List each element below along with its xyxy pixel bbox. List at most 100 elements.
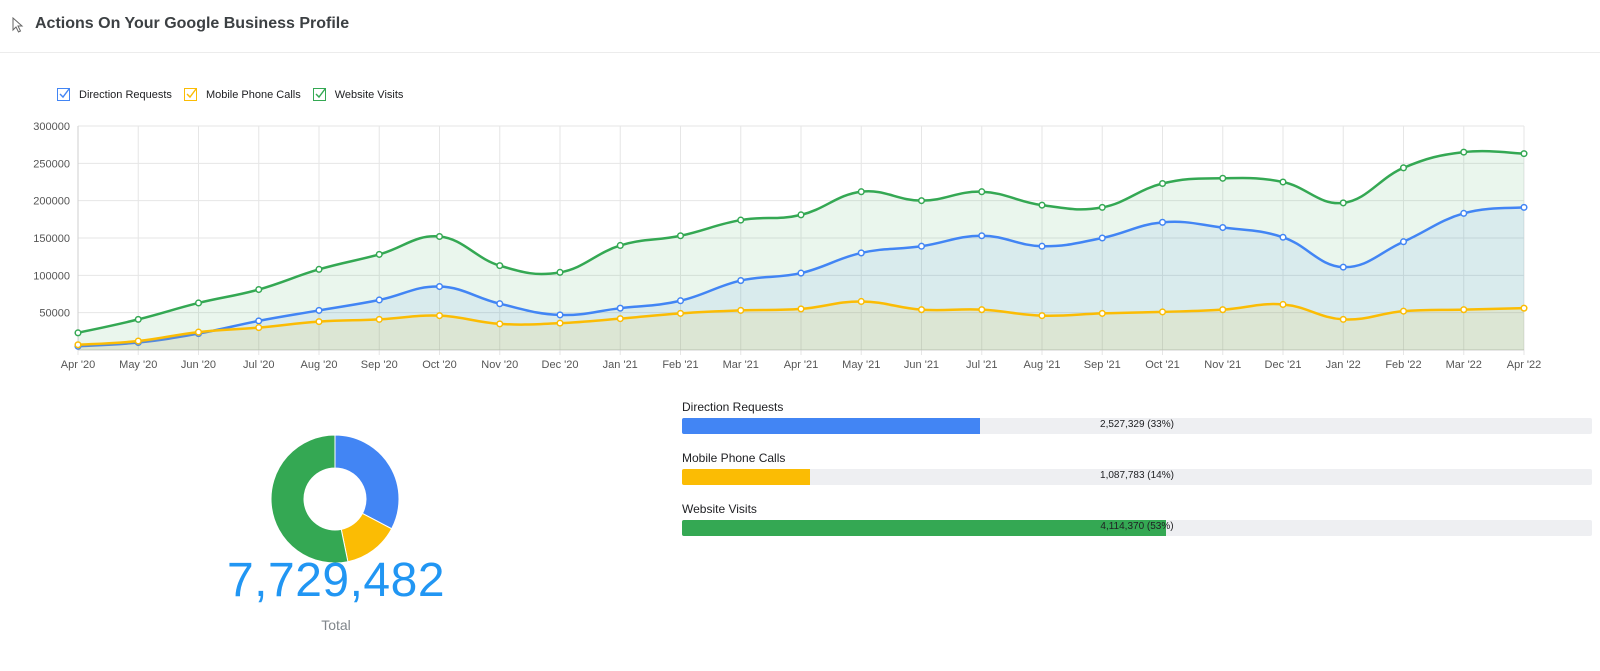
data-point-website-visits — [134, 315, 142, 323]
data-point-direction-requests — [1098, 234, 1106, 242]
x-tick-label: Mar '22 — [1446, 359, 1482, 371]
page-header: Actions On Your Google Business Profile — [0, 0, 1600, 53]
checkbox-checked-icon[interactable] — [183, 88, 197, 101]
data-point-direction-requests — [1460, 209, 1468, 217]
data-point-mobile-phone-calls — [435, 312, 444, 320]
data-point-mobile-phone-calls — [496, 320, 504, 328]
data-point-mobile-phone-calls — [1399, 307, 1408, 315]
data-point-website-visits — [978, 188, 986, 196]
data-point-direction-requests — [556, 311, 564, 319]
bar-label: Mobile Phone Calls — [682, 451, 786, 465]
data-point-website-visits — [1038, 201, 1046, 209]
data-point-mobile-phone-calls — [1098, 309, 1106, 317]
y-tick-label: 50000 — [39, 308, 70, 320]
data-point-website-visits — [1520, 150, 1528, 158]
x-tick-label: Jun '21 — [904, 359, 939, 371]
data-point-direction-requests — [1219, 223, 1227, 232]
data-point-website-visits — [737, 216, 745, 224]
legend-item-website-visits[interactable]: Website Visits — [312, 88, 404, 101]
data-point-website-visits — [676, 232, 685, 240]
bar-website-visits: Website Visits 4,114,370 (53%) — [682, 502, 1592, 553]
donut-slice-website-visits — [270, 434, 349, 564]
x-tick-label: Jul '21 — [966, 359, 997, 371]
data-point-mobile-phone-calls — [375, 315, 383, 323]
data-point-website-visits — [1219, 174, 1227, 182]
x-tick-label: Jul '20 — [243, 359, 274, 371]
data-point-direction-requests — [857, 249, 865, 257]
y-tick-label: 150000 — [33, 233, 70, 245]
data-point-website-visits — [857, 188, 865, 196]
data-point-website-visits — [315, 265, 323, 273]
data-point-mobile-phone-calls — [315, 318, 323, 326]
y-tick-label: 250000 — [33, 158, 70, 170]
x-tick-label: Feb '22 — [1385, 359, 1421, 371]
bar-mobile-phone-calls: Mobile Phone Calls 1,087,783 (14%) — [682, 451, 1592, 502]
data-point-direction-requests — [1520, 203, 1528, 211]
x-tick-label: Dec '20 — [542, 359, 579, 371]
total-value: 7,729,482 — [226, 554, 446, 607]
data-point-mobile-phone-calls — [676, 309, 685, 317]
data-point-mobile-phone-calls — [1520, 304, 1528, 312]
bar-direction-requests: Direction Requests 2,527,329 (33%) — [682, 400, 1592, 451]
legend-label: Direction Requests — [79, 88, 172, 101]
data-point-mobile-phone-calls — [857, 297, 865, 306]
x-tick-label: May '21 — [842, 359, 880, 371]
bar-label: Direction Requests — [682, 400, 784, 414]
data-point-mobile-phone-calls — [1158, 308, 1167, 316]
bar-value: 2,527,329 (33%) — [1100, 419, 1174, 430]
bar-fill — [682, 469, 811, 485]
data-point-direction-requests — [1279, 233, 1287, 241]
x-tick-label: Apr '20 — [61, 359, 96, 371]
data-point-website-visits — [1098, 203, 1106, 211]
x-tick-label: Dec '21 — [1265, 359, 1302, 371]
data-point-direction-requests — [797, 269, 805, 277]
data-point-mobile-phone-calls — [1339, 315, 1347, 323]
data-point-mobile-phone-calls — [797, 305, 805, 313]
bar-value: 1,087,783 (14%) — [1100, 470, 1174, 481]
data-point-website-visits — [797, 211, 805, 219]
data-point-direction-requests — [1158, 218, 1167, 226]
data-point-direction-requests — [917, 242, 926, 250]
legend-item-direction-requests[interactable]: Direction Requests — [57, 88, 172, 101]
x-tick-label: Aug '20 — [301, 359, 338, 371]
data-point-website-visits — [1460, 148, 1468, 156]
x-tick-label: Apr '21 — [784, 359, 819, 371]
data-point-mobile-phone-calls — [978, 306, 986, 314]
data-point-direction-requests — [435, 282, 444, 291]
donut-slice-direction-requests — [334, 434, 400, 530]
data-point-direction-requests — [1038, 242, 1046, 250]
data-point-website-visits — [1399, 164, 1408, 172]
data-point-website-visits — [255, 285, 263, 294]
x-tick-label: Oct '20 — [422, 359, 457, 371]
legend-label: Website Visits — [334, 88, 404, 101]
data-point-direction-requests — [496, 300, 504, 308]
data-point-website-visits — [616, 241, 624, 250]
data-point-mobile-phone-calls — [616, 315, 624, 323]
x-tick-label: Sep '21 — [1084, 359, 1121, 371]
breakdown-bars: Direction Requests 2,527,329 (33%) Mobil… — [682, 400, 1592, 553]
legend-label: Mobile Phone Calls — [205, 88, 301, 101]
data-point-mobile-phone-calls — [74, 341, 82, 349]
data-point-website-visits — [194, 299, 203, 307]
legend-item-mobile-phone-calls[interactable]: Mobile Phone Calls — [183, 88, 301, 101]
data-point-direction-requests — [616, 304, 624, 312]
data-point-website-visits — [375, 250, 383, 258]
checkbox-checked-icon[interactable] — [312, 88, 326, 101]
bar-fill — [682, 520, 1167, 536]
x-tick-label: Jan '22 — [1326, 359, 1361, 371]
x-tick-label: Apr '22 — [1507, 359, 1542, 371]
checkbox-checked-icon[interactable] — [57, 88, 70, 101]
data-point-website-visits — [1279, 178, 1287, 186]
data-point-mobile-phone-calls — [255, 324, 263, 332]
data-point-direction-requests — [1339, 263, 1347, 271]
x-tick-label: May '20 — [119, 359, 157, 371]
donut-chart — [270, 434, 400, 564]
data-point-website-visits — [435, 232, 444, 241]
total-label: Total — [321, 617, 351, 633]
y-tick-label: 100000 — [33, 270, 70, 282]
bar-track: 2,527,329 (33%) — [682, 418, 1592, 434]
data-point-website-visits — [1339, 199, 1347, 207]
area-chart: 50000 100000 150000 200000 250000 300000 Apr '… — [33, 121, 1542, 371]
data-point-direction-requests — [255, 317, 263, 325]
x-tick-label: Feb '21 — [662, 359, 698, 371]
